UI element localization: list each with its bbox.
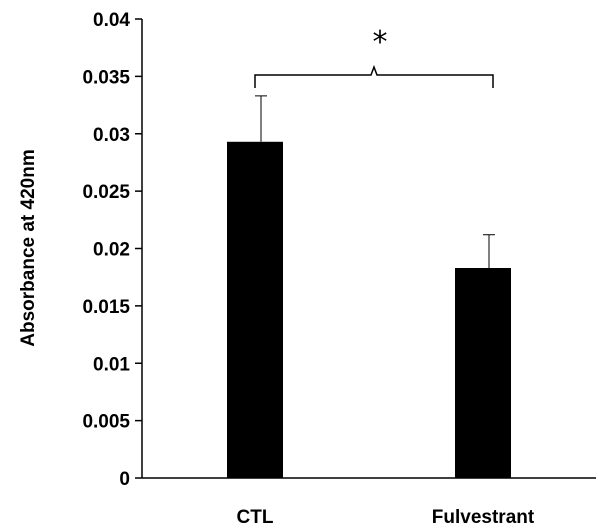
bar xyxy=(227,141,283,478)
bar xyxy=(455,268,511,478)
x-labels: CTL Fulvestrant xyxy=(237,507,535,528)
y-tick-label: 0.025 xyxy=(82,182,130,203)
y-tick-label: 0.01 xyxy=(93,354,130,375)
x-category-label: Fulvestrant xyxy=(432,507,535,528)
significance-star: * xyxy=(373,25,388,60)
significance-annotation: * xyxy=(254,25,494,88)
x-category-label: CTL xyxy=(237,507,274,528)
y-tick-label: 0.005 xyxy=(82,412,130,433)
error-bars xyxy=(255,95,495,269)
bars xyxy=(227,141,511,478)
y-axis-title: Absorbance at 420nm xyxy=(18,149,39,346)
y-tick-label: 0 xyxy=(119,469,130,490)
significance-brace xyxy=(254,64,494,88)
y-tick-label: 0.015 xyxy=(82,297,130,318)
y-tick-label: 0.04 xyxy=(93,10,130,31)
axes xyxy=(141,19,596,479)
y-ticks: 0 0.005 0.01 0.015 0.02 0.025 0.03 0.035 0.04 xyxy=(82,10,142,490)
y-tick-label: 0.03 xyxy=(93,125,130,146)
y-tick-label: 0.035 xyxy=(82,67,130,88)
y-tick-label: 0.02 xyxy=(93,240,130,261)
